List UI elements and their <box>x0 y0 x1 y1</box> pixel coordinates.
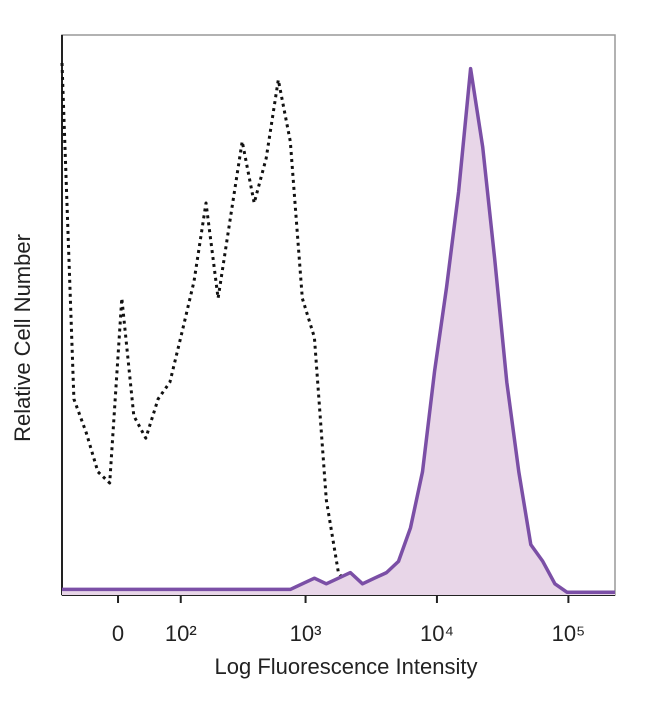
x-tick-label: 10² <box>165 621 197 646</box>
series-line <box>60 62 615 594</box>
plot-frame <box>61 34 616 596</box>
area <box>62 68 615 596</box>
x-tick-label: 10⁴ <box>420 621 454 646</box>
x-tick-label: 0 <box>112 621 124 646</box>
series-line <box>62 66 615 594</box>
x-tick-label: 10³ <box>290 621 322 646</box>
x-axis-label: Log Fluorescence Intensity <box>215 654 478 679</box>
x-tick-label: 10⁵ <box>552 621 586 646</box>
y-axis-label: Relative Cell Number <box>10 234 35 442</box>
